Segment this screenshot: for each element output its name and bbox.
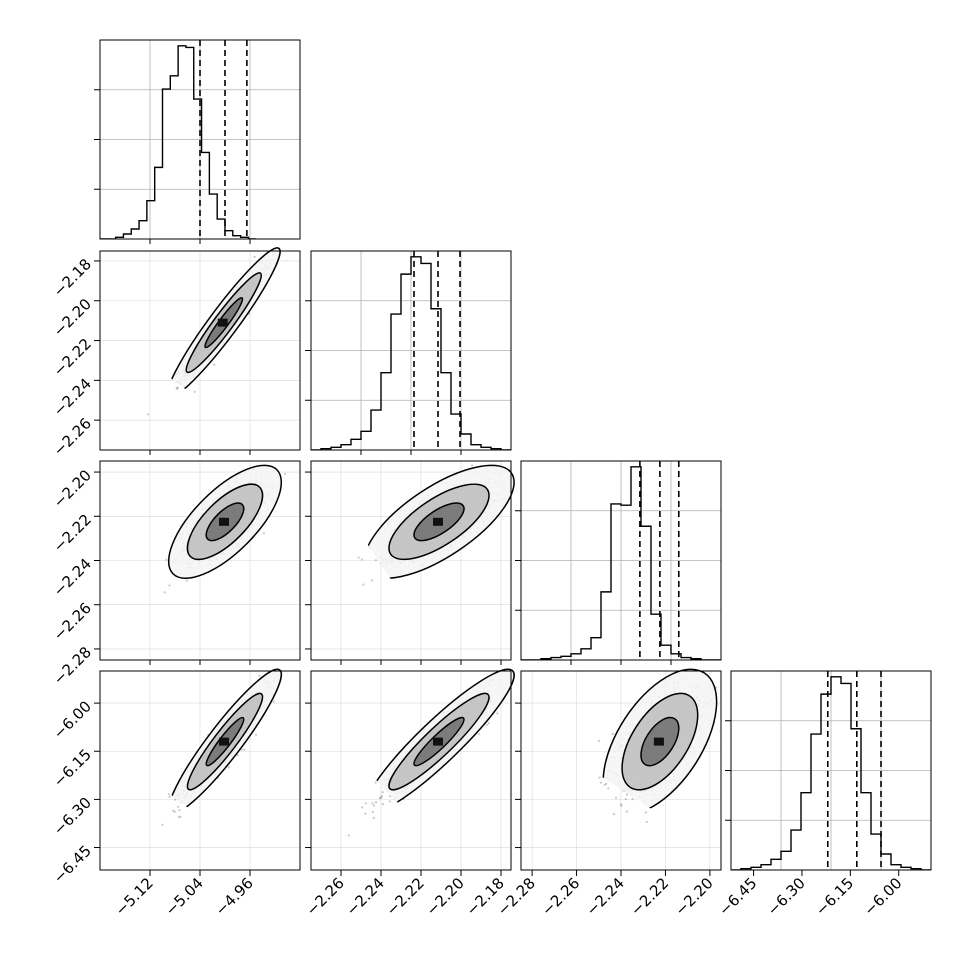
y-tick-label: −6.45 (50, 842, 95, 887)
panel-3-1: −2.26−2.24−2.22−2.20−2.18 (303, 656, 528, 919)
scatter-point (255, 734, 257, 736)
scatter-point (672, 665, 674, 667)
scatter-point (361, 806, 363, 808)
scatter-point (243, 749, 245, 751)
scatter-point (258, 675, 260, 677)
scatter-point (600, 782, 602, 784)
x-tick-label: −2.20 (423, 874, 468, 919)
scatter-point (486, 724, 488, 726)
y-tick-label: −6.15 (50, 745, 95, 790)
scatter-point (263, 532, 265, 534)
histogram-step (100, 46, 256, 239)
scatter-point (178, 809, 180, 811)
density-peak (433, 738, 443, 746)
y-tick-label: −6.30 (50, 794, 95, 839)
scatter-point (382, 803, 384, 805)
scatter-point (213, 364, 215, 366)
scatter-point (381, 795, 383, 797)
scatter-point (194, 391, 196, 393)
x-tick-label: −5.04 (162, 874, 207, 919)
scatter-point (172, 810, 174, 812)
scatter-point (174, 799, 176, 801)
scatter-point (348, 834, 350, 836)
scatter-point (279, 240, 281, 242)
scatter-point (161, 824, 163, 826)
scatter-point (371, 802, 373, 804)
panel-2-0: −2.20−2.22−2.24−2.26−2.28 (50, 448, 300, 688)
scatter-point (284, 473, 286, 475)
scatter-point (362, 584, 364, 586)
scatter-point (177, 387, 179, 389)
scatter-point (273, 701, 275, 703)
scatter-point (168, 584, 170, 586)
panel-3-0: −6.00−6.15−6.30−6.45 −5.12−5.04−4.96 (50, 660, 300, 919)
scatter-point (371, 579, 373, 581)
y-tick-label: −2.26 (50, 414, 95, 459)
density-peak (219, 518, 229, 526)
density-peak (218, 319, 228, 327)
y-tick-label: −2.18 (50, 255, 95, 300)
scatter-point (365, 802, 367, 804)
x-tick-label: −4.96 (212, 874, 257, 919)
scatter-point (186, 580, 188, 582)
x-tick-label: −5.12 (112, 874, 157, 919)
y-tick-label: −2.22 (50, 335, 95, 380)
y-tick-label: −2.20 (50, 295, 95, 340)
scatter-point (177, 806, 179, 808)
scatter-point (389, 795, 391, 797)
scatter-point (179, 816, 181, 818)
x-tick-label: −2.24 (343, 874, 388, 919)
scatter-point (375, 801, 377, 803)
scatter-point (358, 557, 360, 559)
scatter-point (228, 766, 230, 768)
density-peak (433, 518, 443, 526)
scatter-point (165, 559, 167, 561)
scatter-point (514, 670, 516, 672)
panel-1-1 (305, 251, 511, 455)
panel-3-2: −2.28−2.26−2.24−2.22−2.20 (494, 650, 740, 919)
panel-2-2 (515, 461, 721, 665)
scatter-point (375, 782, 377, 784)
panel-1-0: −2.18−2.20−2.22−2.24−2.26 (50, 240, 300, 460)
scatter-point (382, 791, 384, 793)
panel-2-1 (305, 444, 531, 665)
scatter-point (364, 813, 366, 815)
y-tick-label: −6.00 (50, 697, 95, 742)
y-tick-label: −2.20 (50, 466, 95, 511)
scatter-point (147, 413, 149, 415)
x-tick-label: −2.26 (303, 874, 348, 919)
density-peak (219, 738, 229, 746)
y-tick-label: −2.24 (50, 375, 95, 420)
scatter-point (520, 665, 522, 667)
scatter-point (626, 811, 628, 813)
scatter-point (254, 256, 256, 258)
scatter-point (164, 591, 166, 593)
x-tick-label: −2.22 (383, 874, 428, 919)
scatter-point (528, 444, 530, 446)
scatter-point (471, 464, 473, 466)
scatter-point (168, 796, 170, 798)
scatter-point (691, 666, 693, 668)
scatter-point (478, 733, 480, 735)
scatter-point (496, 712, 498, 714)
scatter-point (375, 559, 377, 561)
scatter-point (373, 817, 375, 819)
scatter-point (373, 804, 375, 806)
scatter-point (488, 722, 490, 724)
panel-0-0 (94, 40, 300, 244)
y-tick-label: −2.24 (50, 555, 95, 600)
y-tick-label: −2.26 (50, 599, 95, 644)
y-tick-label: −2.22 (50, 510, 95, 555)
scatter-point (389, 800, 391, 802)
scatter-point (379, 797, 381, 799)
scatter-point (361, 558, 363, 560)
y-tick-label: −2.28 (50, 643, 95, 688)
scatter-point (168, 793, 170, 795)
scatter-point (372, 811, 374, 813)
